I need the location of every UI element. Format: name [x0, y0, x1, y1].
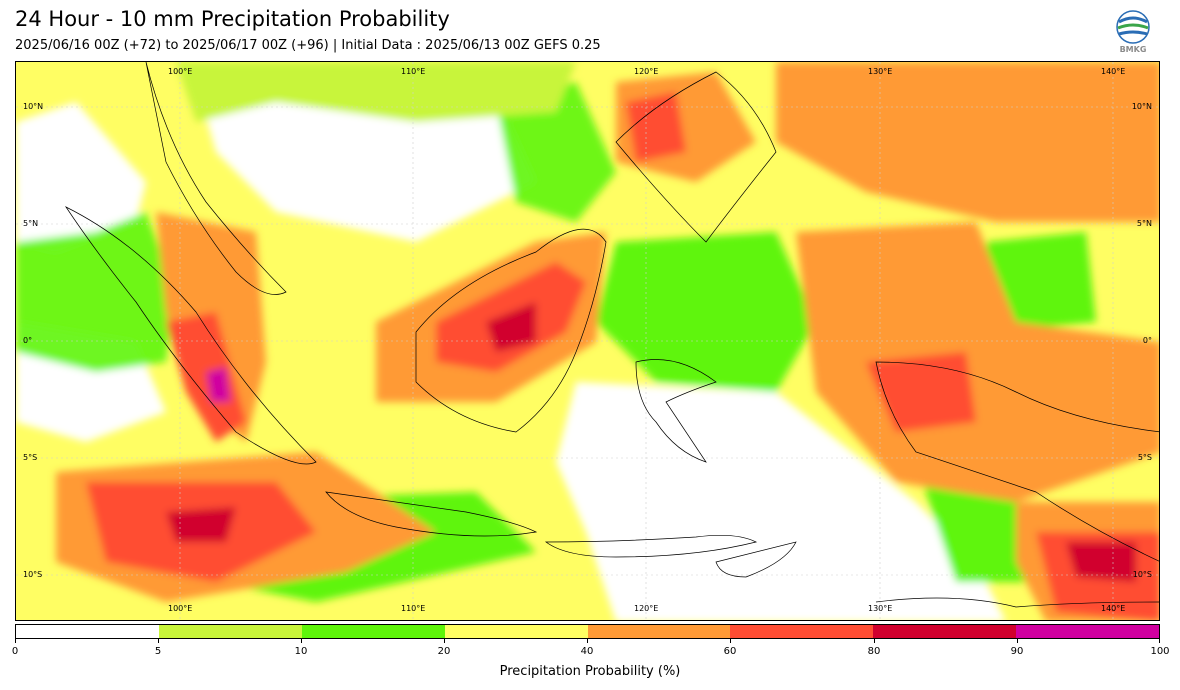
page-subtitle: 2025/06/16 00Z (+72) to 2025/06/17 00Z (… [15, 38, 601, 53]
colorbar-label: Precipitation Probability (%) [499, 664, 681, 679]
colorbar-tick-label: 0 [11, 646, 19, 657]
lon-label-bottom: 120°E [634, 604, 659, 613]
region-green-west [16, 212, 176, 372]
lat-label-left: 0° [23, 336, 33, 345]
colorbar-segment [873, 625, 1017, 638]
colorbar-tick-label: 20 [437, 646, 451, 657]
lat-label-right: 10°S [1132, 570, 1152, 579]
lon-label-top: 140°E [1101, 67, 1126, 76]
colorbar-segment [444, 625, 588, 638]
region-white-south-ocean [556, 382, 1005, 620]
java-coast [325, 491, 538, 537]
lon-label-top: 110°E [401, 67, 426, 76]
lon-label-top: 120°E [634, 67, 659, 76]
sumatra-coast [64, 206, 317, 465]
lat-label-right: 10°N [1131, 102, 1152, 111]
colorbar-tick-label: 100 [1150, 646, 1170, 657]
timor-coast [715, 541, 797, 578]
lon-label-top: 100°E [168, 67, 193, 76]
lat-label-left: 5°N [23, 219, 39, 228]
colorbar-tick [301, 639, 302, 643]
region-green-north [496, 82, 616, 222]
colorbar-segment [730, 625, 874, 638]
graticule [16, 62, 1159, 620]
region-darkred-southwest [166, 507, 236, 542]
colorbar-tick [1017, 639, 1018, 643]
region-green-central [596, 232, 816, 392]
lat-label-left: 10°N [23, 102, 44, 111]
colorbar-segment [16, 625, 159, 638]
lat-label-right: 0° [1142, 336, 1152, 345]
colorbar-segment [301, 625, 445, 638]
colorbar-tick [444, 639, 445, 643]
nusa-tenggara-coast [544, 535, 758, 558]
colorbar-tick [730, 639, 731, 643]
page-title: 24 Hour - 10 mm Precipitation Probabilit… [15, 7, 450, 31]
colorbar-tick [587, 639, 588, 643]
colorbar-segment [587, 625, 731, 638]
coastlines [64, 62, 1159, 608]
region-red-papua [866, 352, 976, 432]
colorbar-tick-label: 80 [867, 646, 881, 657]
lat-label-left: 5°S [23, 453, 38, 462]
sulawesi-coast [635, 359, 717, 463]
lon-label-bottom: 100°E [168, 604, 193, 613]
region-darkred-borneo [486, 302, 536, 352]
region-red-north [626, 92, 686, 162]
colorbar-tick-label: 5 [154, 646, 162, 657]
colorbar-tick [15, 639, 16, 643]
colorbar-segment [1016, 625, 1159, 638]
colorbar [15, 624, 1160, 639]
lon-label-bottom: 140°E [1101, 604, 1126, 613]
region-magenta-sumatra [206, 367, 231, 402]
region-green-ne [986, 232, 1096, 332]
colorbar-tick-label: 10 [294, 646, 308, 657]
region-orange-east [796, 222, 1159, 502]
svg-text:BMKG: BMKG [1120, 45, 1147, 54]
region-darkred-southeast [1066, 542, 1136, 582]
region-red-sumatra [166, 312, 246, 442]
colorbar-tick [874, 639, 875, 643]
map-field [16, 62, 1159, 620]
philippines-coast [615, 71, 777, 243]
colorbar-tick-label: 60 [723, 646, 737, 657]
lon-label-bottom: 130°E [868, 604, 893, 613]
lon-label-top: 130°E [868, 67, 893, 76]
papua-coast [875, 361, 1159, 562]
lat-label-right: 5°S [1137, 453, 1152, 462]
malay-peninsula-coast [145, 62, 287, 295]
colorbar-tick [158, 639, 159, 643]
bmkg-logo-icon: BMKG [1114, 10, 1152, 56]
colorbar-segment [158, 625, 302, 638]
borneo-coast [415, 228, 607, 433]
precipitation-map: 100°E 110°E 120°E 130°E 140°E 100°E 110°… [15, 61, 1160, 621]
lat-label-left: 10°S [23, 570, 43, 579]
australia-coast [875, 597, 1159, 608]
colorbar-tick [1159, 639, 1160, 643]
region-white-nw [16, 102, 146, 252]
lon-label-bottom: 110°E [401, 604, 426, 613]
colorbar-tick-label: 40 [580, 646, 594, 657]
region-orange-ne [776, 62, 1159, 222]
lat-label-right: 5°N [1136, 219, 1152, 228]
colorbar-tick-label: 90 [1010, 646, 1024, 657]
